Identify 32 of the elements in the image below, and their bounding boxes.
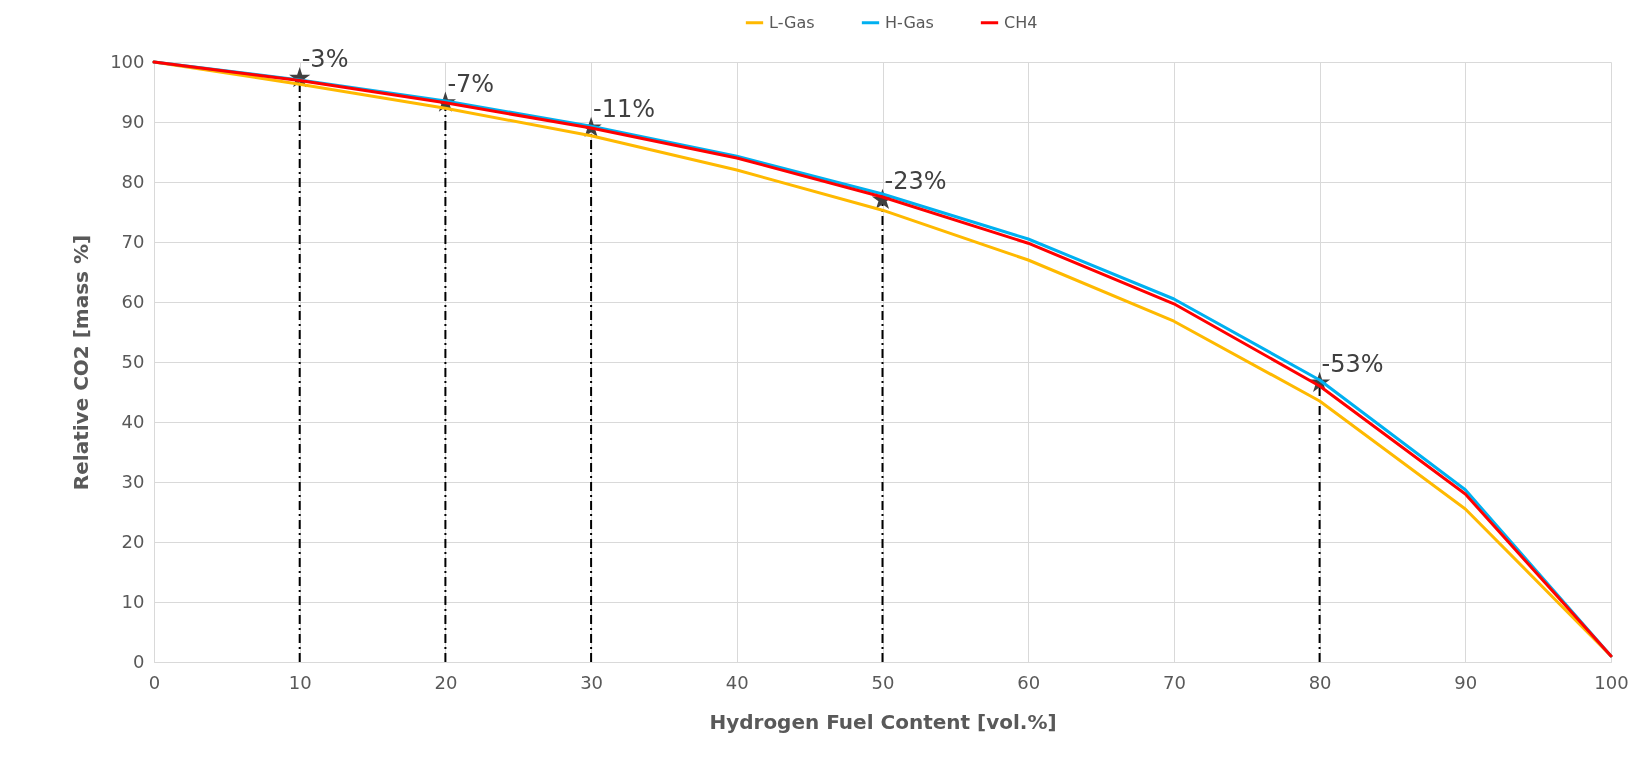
y-tick-label: 10 xyxy=(121,590,145,612)
annotation: -11% xyxy=(593,95,656,123)
y-tick-label: 100 xyxy=(110,50,145,72)
y-tick-label: 40 xyxy=(121,410,145,432)
x-tick-label: 60 xyxy=(1017,671,1041,693)
x-tick-label: 70 xyxy=(1162,671,1186,693)
x-tick-label: 10 xyxy=(288,671,312,693)
x-tick-label: 40 xyxy=(725,671,749,693)
x-tick-label: 100 xyxy=(1594,671,1629,693)
y-tick-label: 80 xyxy=(121,170,145,192)
legend-label: CH4 xyxy=(1004,12,1038,32)
y-tick-label: 90 xyxy=(121,110,145,132)
x-tick-label: 30 xyxy=(580,671,604,693)
x-axis-title: Hydrogen Fuel Content [vol.%] xyxy=(709,709,1057,734)
y-tick-label: 60 xyxy=(121,290,145,312)
annotation: -3% xyxy=(301,45,349,74)
x-tick-label: 0 xyxy=(148,671,161,693)
y-tick-label: 20 xyxy=(121,530,145,552)
x-tick-label: 80 xyxy=(1308,671,1332,693)
y-axis-title: Relative CO2 [mass %] xyxy=(69,234,94,491)
legend-label: H-Gas xyxy=(885,12,934,32)
annotation: -7% xyxy=(447,69,495,98)
y-tick-label: 30 xyxy=(121,470,145,492)
annotation: -23% xyxy=(884,167,947,195)
legend-label: L-Gas xyxy=(769,12,815,32)
y-tick-label: 50 xyxy=(121,350,145,372)
x-tick-label: 90 xyxy=(1454,671,1478,693)
x-tick-label: 50 xyxy=(871,671,895,693)
x-tick-label: 20 xyxy=(434,671,458,693)
annotation: -53% xyxy=(1321,350,1384,378)
y-tick-label: 0 xyxy=(133,650,145,672)
y-tick-label: 70 xyxy=(121,230,145,252)
